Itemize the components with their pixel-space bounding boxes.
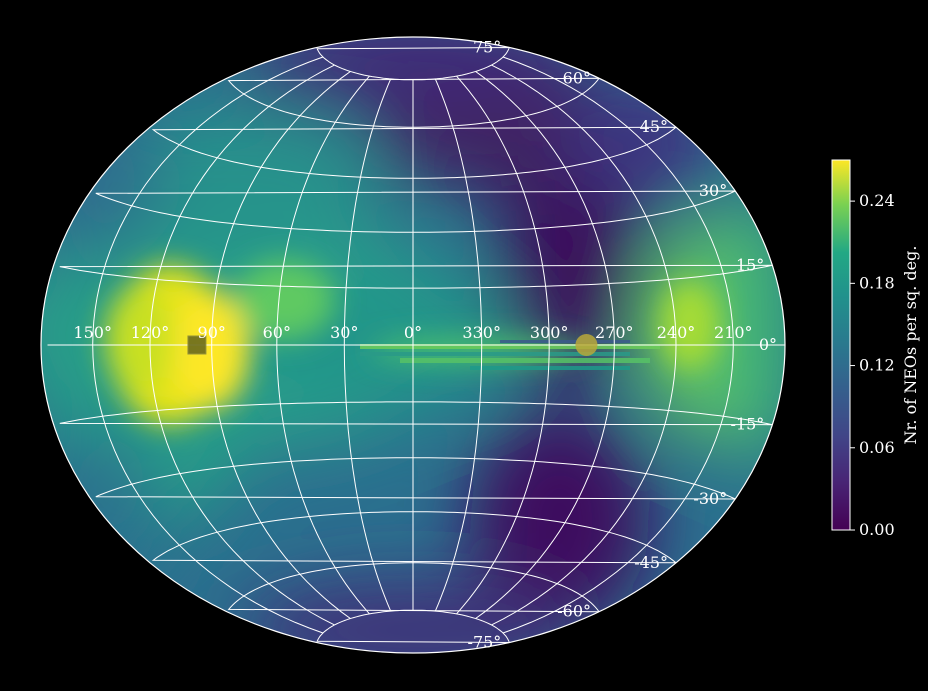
longitude-tick-label: 300°	[530, 323, 569, 342]
parallel-line	[59, 401, 773, 426]
graticule	[47, 47, 785, 643]
parallel-line	[59, 264, 773, 289]
latitude-tick-label: 30°	[699, 181, 727, 200]
parallel-line	[151, 126, 677, 179]
latitude-tick-label: -75°	[468, 633, 502, 652]
colorbar: 0.00 0.06 0.12 0.18 0.24 Nr. of NEOs per sq.…	[831, 159, 920, 539]
latitude-tick-label: 15°	[736, 255, 764, 274]
longitude-tick-labels: 150° 120° 90° 60° 30° 0° 330° 300° 270° 240° 210°	[73, 323, 752, 342]
longitude-tick-label: 120°	[131, 323, 170, 342]
latitude-tick-label: -60°	[557, 602, 591, 621]
parallel-line	[95, 457, 736, 500]
parallel-line	[316, 609, 510, 643]
latitude-tick-label: -30°	[693, 489, 727, 508]
square-marker	[187, 335, 207, 355]
longitude-tick-label: 30°	[330, 323, 358, 342]
markers	[187, 334, 598, 356]
longitude-tick-label: 150°	[73, 323, 112, 342]
parallel-line	[95, 190, 736, 233]
latitude-tick-label: 0°	[759, 335, 777, 354]
latitude-tick-label: 45°	[640, 117, 668, 136]
circle-marker	[575, 334, 598, 356]
colorbar-tick-label: 0.00	[859, 520, 895, 539]
latitude-tick-label: 60°	[563, 68, 591, 87]
sky-map: 150° 120° 90° 60° 30° 0° 330° 300° 270° 240° 210° …	[40, 36, 786, 654]
parallel-line	[227, 77, 600, 128]
streak-bands	[360, 340, 660, 370]
colorbar-tick-label: 0.24	[859, 191, 895, 210]
longitude-tick-label: 270°	[595, 323, 634, 342]
longitude-tick-label: 0°	[404, 323, 422, 342]
parallel-line	[227, 562, 600, 613]
latitude-tick-label: 75°	[473, 38, 501, 57]
latitude-tick-label: -45°	[634, 553, 668, 572]
latitude-tick-label: -15°	[731, 415, 765, 434]
longitude-tick-label: 90°	[198, 323, 226, 342]
longitude-tick-label: 330°	[462, 323, 501, 342]
longitude-tick-label: 60°	[263, 323, 291, 342]
colorbar-tick-label: 0.12	[859, 356, 895, 375]
longitude-tick-label: 210°	[714, 323, 753, 342]
colorbar-tick-label: 0.18	[859, 273, 895, 292]
colorbar-gradient	[831, 159, 851, 531]
colorbar-tick-label: 0.06	[859, 438, 895, 457]
latitude-tick-labels: 75° 60° 45° 30° 15° 0° -15° -30° -45° -60° -75°	[468, 38, 777, 652]
colorbar-ticks: 0.00 0.06 0.12 0.18 0.24	[850, 191, 895, 539]
longitude-tick-label: 240°	[657, 323, 696, 342]
colorbar-label: Nr. of NEOs per sq. deg.	[901, 246, 920, 445]
parallel-line	[151, 511, 677, 564]
